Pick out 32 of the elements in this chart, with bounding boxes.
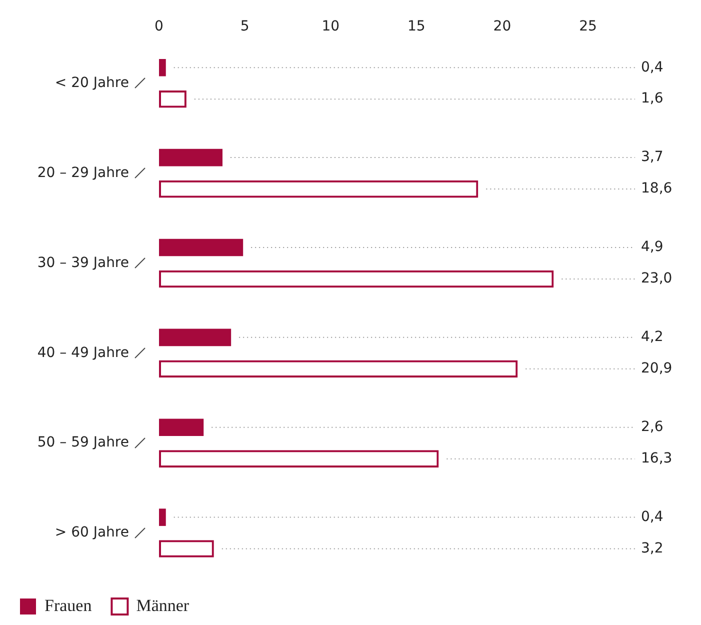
y-tick-label: 20 – 29 Jahre xyxy=(37,164,129,181)
x-tick-label: 10 xyxy=(322,18,340,35)
y-tick-label: < 20 Jahre xyxy=(54,75,129,92)
x-tick-label: 20 xyxy=(493,18,512,35)
x-tick-label: 0 xyxy=(154,18,164,35)
y-tick-label: 50 – 59 Jahre xyxy=(37,434,129,451)
data-label: 2,6 xyxy=(641,419,664,435)
bar xyxy=(159,508,166,526)
bar xyxy=(159,58,166,76)
legend-label: Männer xyxy=(136,596,190,615)
data-label: 3,2 xyxy=(641,540,664,556)
x-tick-label: 15 xyxy=(407,18,426,35)
bar xyxy=(159,328,232,346)
bar xyxy=(159,418,204,436)
data-label: 4,2 xyxy=(641,329,664,346)
data-label: 3,7 xyxy=(641,149,664,166)
data-label: 16,3 xyxy=(641,450,672,466)
data-label: 20,9 xyxy=(641,360,672,377)
data-label: 18,6 xyxy=(641,180,672,197)
y-tick-label: > 60 Jahre xyxy=(54,524,129,541)
data-label: 4,9 xyxy=(641,239,664,256)
y-tick-label: 40 – 49 Jahre xyxy=(37,344,129,361)
data-label: 23,0 xyxy=(641,270,672,287)
x-tick-label: 25 xyxy=(579,18,597,35)
legend-label: Frauen xyxy=(44,596,92,615)
bar xyxy=(159,238,244,256)
x-tick-label: 5 xyxy=(240,18,250,35)
y-tick-label: 30 – 39 Jahre xyxy=(37,254,129,271)
data-label: 0,4 xyxy=(641,59,664,76)
data-label: 0,4 xyxy=(641,508,664,525)
data-label: 1,6 xyxy=(641,90,664,107)
bar xyxy=(159,148,222,166)
